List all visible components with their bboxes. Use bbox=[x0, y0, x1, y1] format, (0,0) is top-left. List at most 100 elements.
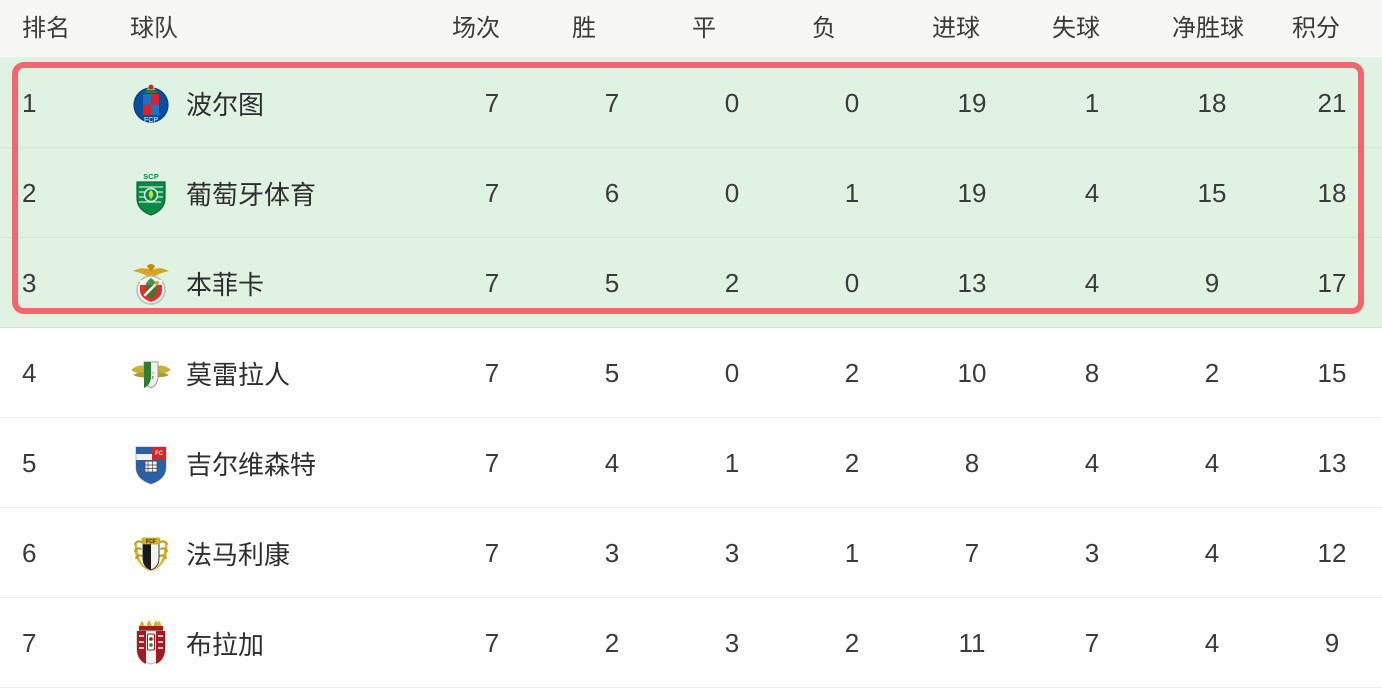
cell-won: 2 bbox=[604, 627, 620, 658]
cell-goals-for: 13 bbox=[957, 267, 987, 298]
column-header-won[interactable]: 胜 bbox=[572, 15, 596, 42]
cell-goals-against: 4 bbox=[1084, 267, 1100, 298]
cell-team[interactable]: 葡萄牙体育 bbox=[130, 148, 450, 238]
benfica-crest-icon bbox=[130, 260, 172, 306]
cell-team[interactable]: 莫雷拉人 bbox=[130, 328, 450, 418]
table-row[interactable]: 7 布拉加 7 2 3 2 11 7 4 9 bbox=[0, 598, 1382, 688]
row-separator bbox=[0, 417, 1382, 418]
cell-lost: 2 bbox=[844, 357, 860, 388]
cell-played: 7 bbox=[484, 87, 500, 118]
cell-drawn: 0 bbox=[724, 177, 740, 208]
row-separator bbox=[0, 327, 1382, 328]
cell-won: 5 bbox=[604, 267, 620, 298]
moreirense-crest-icon bbox=[130, 350, 172, 396]
cell-goals-for: 8 bbox=[964, 447, 980, 478]
cell-goals-for: 19 bbox=[957, 87, 987, 118]
cell-played: 7 bbox=[484, 177, 500, 208]
table-row[interactable]: 5 吉尔维森特 7 4 1 2 8 4 4 13 bbox=[0, 418, 1382, 508]
cell-goal-diff: 18 bbox=[1197, 87, 1227, 118]
table-row[interactable]: 2 葡萄牙体育 7 6 0 1 19 4 15 18 bbox=[0, 148, 1382, 238]
porto-crest-icon bbox=[130, 80, 172, 126]
cell-goals-against: 4 bbox=[1084, 447, 1100, 478]
cell-points: 9 bbox=[1324, 627, 1340, 658]
cell-goals-for: 7 bbox=[964, 537, 980, 568]
column-header-lost[interactable]: 负 bbox=[812, 15, 836, 42]
table-row[interactable]: 3 本菲卡 7 5 2 0 13 4 9 17 bbox=[0, 238, 1382, 328]
cell-team[interactable]: 本菲卡 bbox=[130, 238, 450, 328]
cell-points: 12 bbox=[1317, 537, 1347, 568]
cell-played: 7 bbox=[484, 627, 500, 658]
cell-points: 17 bbox=[1317, 267, 1347, 298]
cell-points: 21 bbox=[1317, 87, 1347, 118]
column-header-points[interactable]: 积分 bbox=[1292, 15, 1340, 42]
column-header-goal-diff[interactable]: 净胜球 bbox=[1172, 15, 1244, 42]
cell-goals-against: 3 bbox=[1084, 537, 1100, 568]
cell-played: 7 bbox=[484, 537, 500, 568]
row-separator bbox=[0, 597, 1382, 598]
gilvicente-crest-icon bbox=[130, 440, 172, 486]
row-separator bbox=[0, 507, 1382, 508]
team-name: 吉尔维森特 bbox=[186, 449, 317, 480]
cell-won: 3 bbox=[604, 537, 620, 568]
team-name: 布拉加 bbox=[186, 629, 265, 660]
column-header-rank[interactable]: 排名 bbox=[22, 15, 70, 42]
famalicao-crest-icon bbox=[130, 530, 172, 576]
cell-points: 13 bbox=[1317, 447, 1347, 478]
cell-goals-against: 8 bbox=[1084, 357, 1100, 388]
cell-played: 7 bbox=[484, 447, 500, 478]
braga-crest-icon bbox=[130, 620, 172, 666]
cell-won: 7 bbox=[604, 87, 620, 118]
cell-lost: 0 bbox=[844, 267, 860, 298]
table-row[interactable]: 4 莫雷拉人 7 5 0 2 10 8 2 15 bbox=[0, 328, 1382, 418]
column-header-team[interactable]: 球队 bbox=[130, 15, 178, 42]
cell-goals-against: 4 bbox=[1084, 177, 1100, 208]
cell-drawn: 0 bbox=[724, 87, 740, 118]
cell-drawn: 3 bbox=[724, 537, 740, 568]
cell-lost: 2 bbox=[844, 627, 860, 658]
column-header-goals-for[interactable]: 进球 bbox=[932, 15, 980, 42]
cell-goal-diff: 4 bbox=[1204, 627, 1220, 658]
cell-lost: 0 bbox=[844, 87, 860, 118]
row-separator bbox=[0, 147, 1382, 148]
cell-goals-for: 19 bbox=[957, 177, 987, 208]
cell-goal-diff: 4 bbox=[1204, 447, 1220, 478]
cell-points: 15 bbox=[1317, 357, 1347, 388]
table-row[interactable]: 1 波尔图 7 7 0 0 19 1 18 21 bbox=[0, 58, 1382, 148]
cell-goals-for: 11 bbox=[958, 627, 986, 658]
row-separator bbox=[0, 237, 1382, 238]
cell-goal-diff: 15 bbox=[1197, 177, 1227, 208]
cell-drawn: 3 bbox=[724, 627, 740, 658]
column-header-played[interactable]: 场次 bbox=[452, 15, 500, 42]
row-separator bbox=[0, 687, 1382, 688]
cell-team[interactable]: 波尔图 bbox=[130, 58, 450, 148]
column-header-goals-against[interactable]: 失球 bbox=[1052, 15, 1100, 42]
cell-goals-against: 7 bbox=[1084, 627, 1100, 658]
column-header-drawn[interactable]: 平 bbox=[692, 15, 716, 42]
cell-team[interactable]: 布拉加 bbox=[130, 598, 450, 688]
table-body: 1 波尔图 7 7 0 0 19 1 18 21 2 葡萄牙体育 7 6 0 1 19 4 15 18 3 本菲卡 7 5 2 0… bbox=[0, 58, 1382, 688]
cell-won: 6 bbox=[604, 177, 620, 208]
team-name: 波尔图 bbox=[186, 89, 265, 120]
cell-rank: 6 bbox=[22, 537, 37, 568]
cell-won: 5 bbox=[604, 357, 620, 388]
cell-rank: 5 bbox=[22, 447, 37, 478]
cell-goal-diff: 9 bbox=[1204, 267, 1220, 298]
cell-played: 7 bbox=[484, 357, 500, 388]
team-name: 本菲卡 bbox=[186, 269, 265, 300]
cell-rank: 2 bbox=[22, 177, 37, 208]
cell-drawn: 1 bbox=[724, 447, 740, 478]
cell-drawn: 0 bbox=[724, 357, 740, 388]
cell-rank: 3 bbox=[22, 267, 37, 298]
team-name: 莫雷拉人 bbox=[186, 359, 291, 390]
cell-rank: 1 bbox=[22, 87, 37, 118]
sporting-crest-icon bbox=[130, 170, 172, 216]
cell-rank: 4 bbox=[22, 357, 37, 388]
team-name: 法马利康 bbox=[186, 539, 291, 570]
cell-points: 18 bbox=[1317, 177, 1347, 208]
cell-rank: 7 bbox=[22, 627, 37, 658]
cell-team[interactable]: 吉尔维森特 bbox=[130, 418, 450, 508]
cell-goals-for: 10 bbox=[957, 357, 987, 388]
table-row[interactable]: 6 法马利康 7 3 3 1 7 3 4 12 bbox=[0, 508, 1382, 598]
cell-team[interactable]: 法马利康 bbox=[130, 508, 450, 598]
cell-played: 7 bbox=[484, 267, 500, 298]
